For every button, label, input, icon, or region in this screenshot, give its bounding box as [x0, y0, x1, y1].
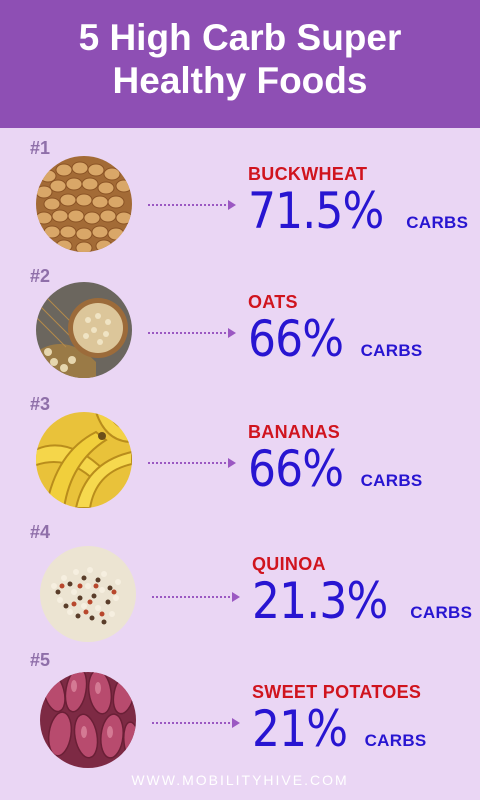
rank-label: #3: [30, 394, 51, 414]
carb-value: 66% CARBS: [248, 314, 468, 364]
food-name: BUCKWHEAT: [248, 164, 368, 184]
carb-percent: 66%: [248, 440, 344, 498]
carb-value: 21% CARBS: [252, 704, 472, 754]
page-title: 5 High Carb Super Healthy Foods: [0, 16, 480, 102]
carb-unit: CARBS: [410, 603, 473, 622]
arrow-right-icon: [148, 200, 236, 210]
rank-label: #1: [30, 138, 51, 158]
title-banner: 5 High Carb Super Healthy Foods: [0, 0, 480, 128]
arrow-right-icon: [148, 458, 236, 468]
title-line-1: 5 High Carb Super: [78, 17, 402, 58]
rank-label: #2: [30, 266, 51, 286]
rank-label: #4: [30, 522, 51, 542]
carb-percent: 21.3%: [252, 572, 388, 630]
food-info: OATS 66% CARBS: [248, 292, 468, 364]
food-name: BANANAS: [248, 422, 341, 442]
food-info: BANANAS 66% CARBS: [248, 422, 468, 494]
carb-unit: CARBS: [360, 471, 423, 490]
arrow-right-icon: [148, 328, 236, 338]
food-item-bananas: #3 BANANAS 66% CARBS: [0, 394, 480, 524]
carb-value: 21.3% CARBS: [252, 576, 472, 626]
carb-unit: CARBS: [364, 731, 427, 750]
title-line-2: Healthy Foods: [112, 60, 368, 101]
carb-unit: CARBS: [406, 213, 469, 232]
food-item-sweet-potatoes: #5 S: [0, 650, 480, 780]
food-item-quinoa: #4: [0, 522, 480, 652]
quinoa-image: [40, 546, 136, 642]
sweet-potatoes-image: [40, 672, 136, 768]
website-credit: WWW.MOBILITYHIVE.COM: [131, 772, 349, 788]
arrow-right-icon: [152, 718, 240, 728]
food-item-buckwheat: #1: [0, 138, 480, 268]
food-name: QUINOA: [252, 554, 326, 574]
buckwheat-image: [36, 156, 132, 252]
carb-value: 66% CARBS: [248, 444, 468, 494]
food-info: SWEET POTATOES 21% CARBS: [252, 682, 472, 754]
food-name: OATS: [248, 292, 298, 312]
carb-percent: 66%: [248, 310, 344, 368]
arrow-right-icon: [152, 592, 240, 602]
carb-percent: 21%: [252, 700, 348, 758]
carb-value: 71.5% CARBS: [248, 186, 468, 236]
oats-image: [36, 282, 132, 378]
food-item-oats: #2: [0, 266, 480, 396]
food-info: QUINOA 21.3% CARBS: [252, 554, 472, 626]
carb-percent: 71.5%: [248, 182, 384, 240]
food-info: BUCKWHEAT 71.5% CARBS: [248, 164, 468, 236]
food-name: SWEET POTATOES: [252, 682, 422, 702]
carb-unit: CARBS: [360, 341, 423, 360]
bananas-image: [36, 412, 132, 508]
rank-label: #5: [30, 650, 51, 670]
